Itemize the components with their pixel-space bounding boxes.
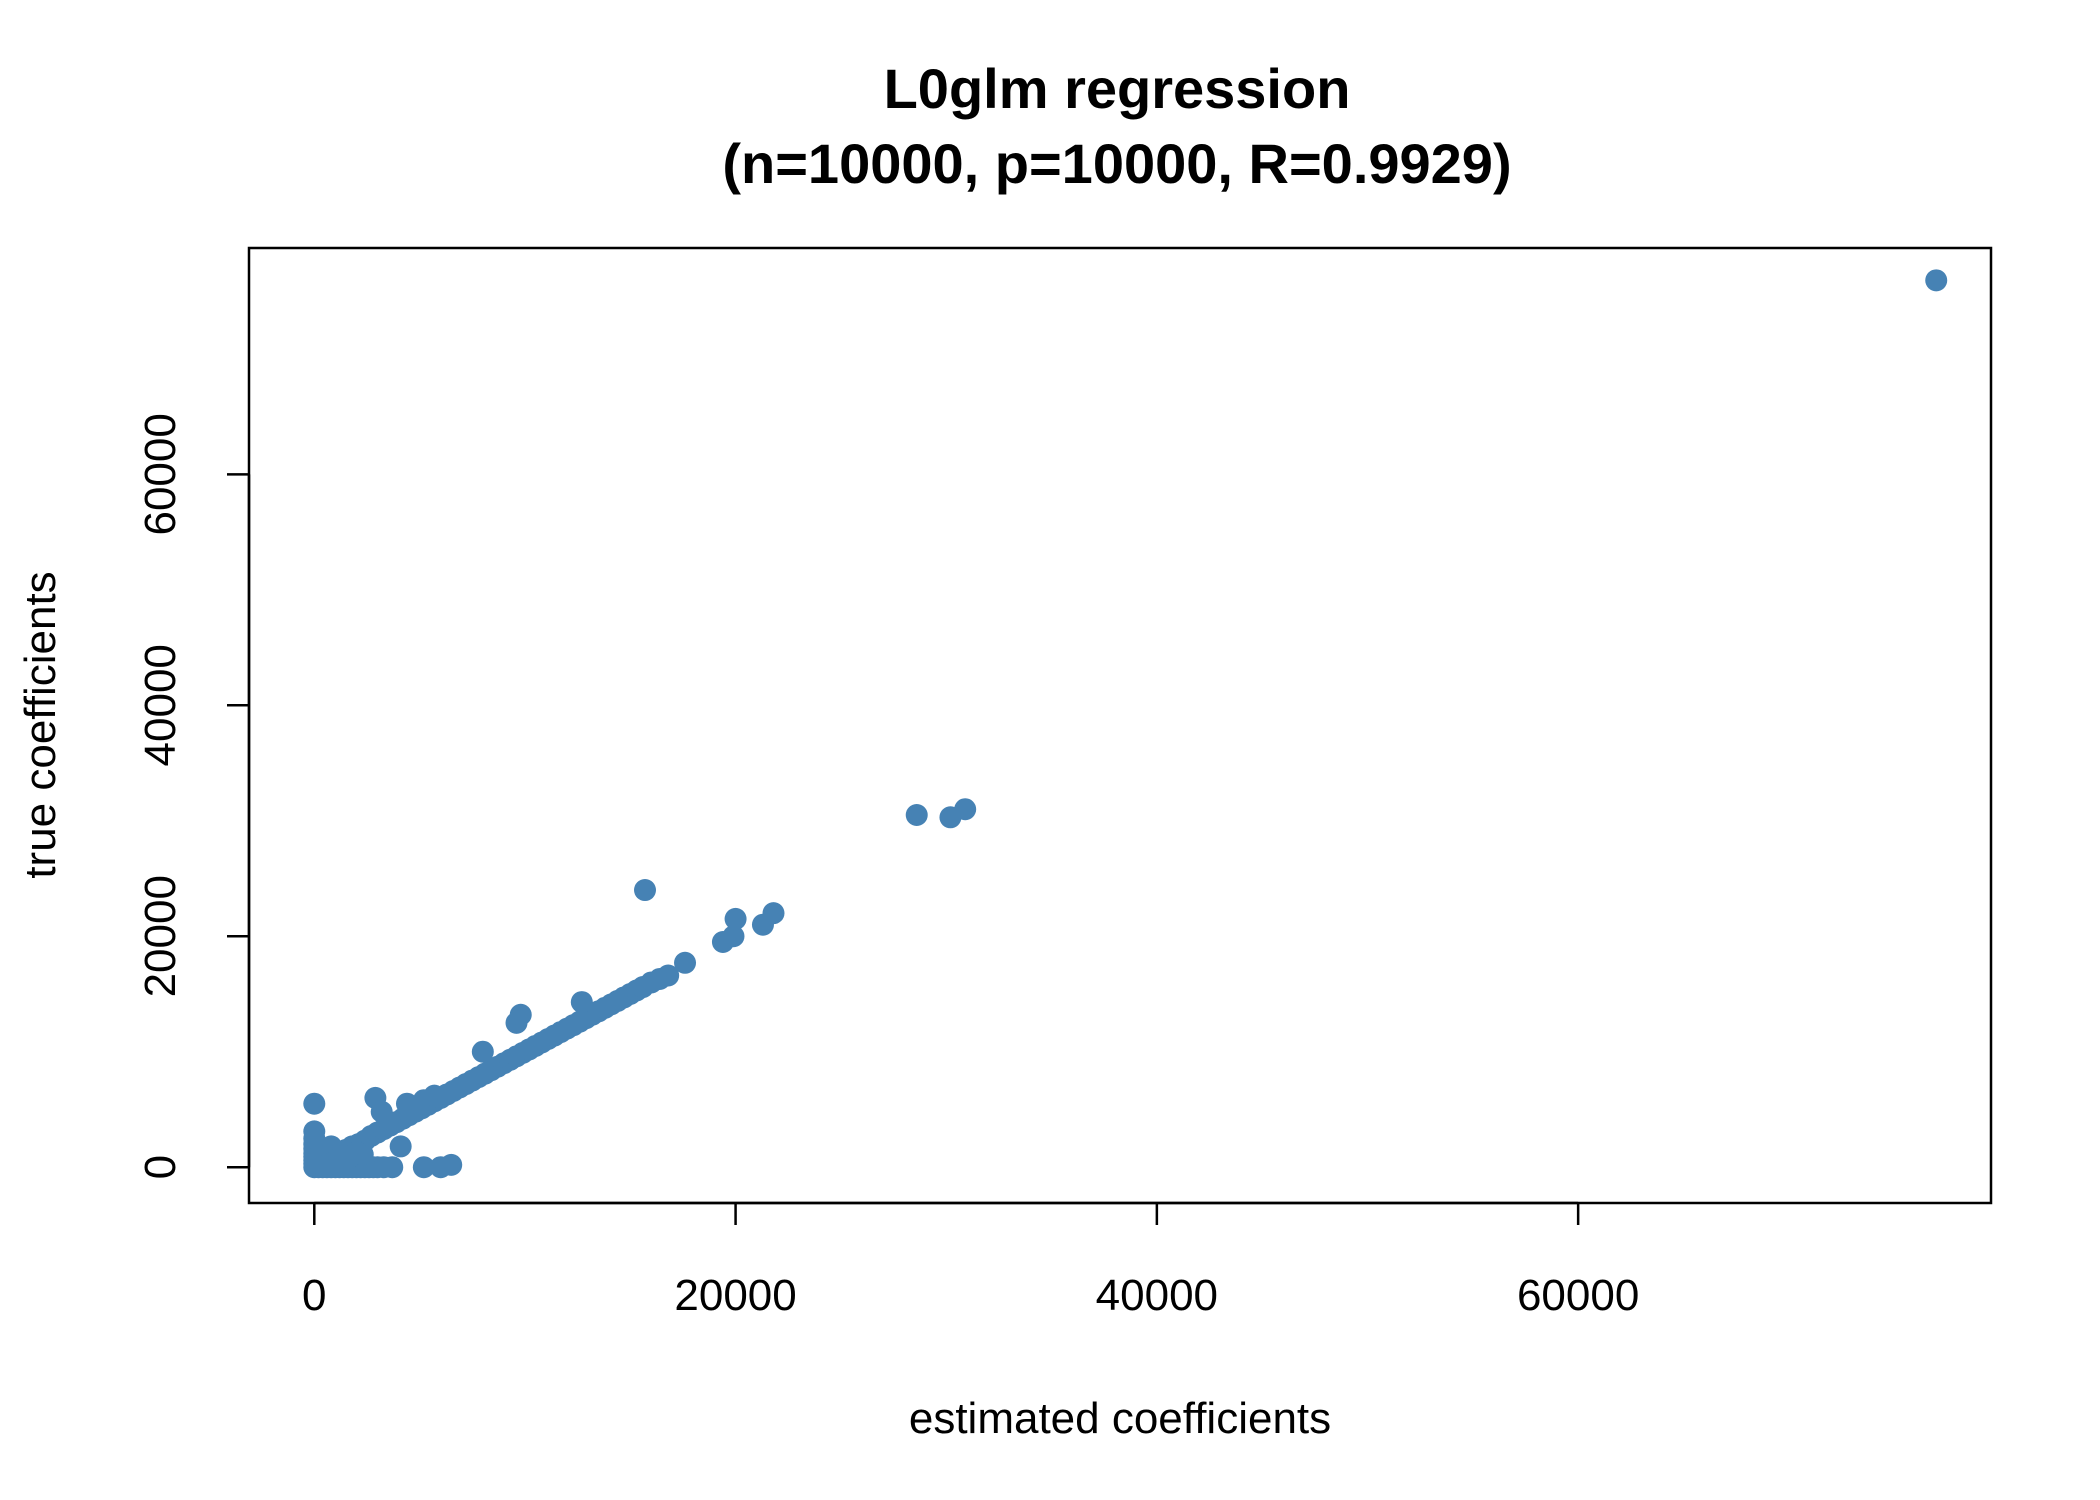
x-tick-label: 20000 — [674, 1271, 796, 1320]
data-points — [303, 269, 1948, 1179]
data-point — [303, 1120, 326, 1143]
data-point — [657, 964, 680, 987]
x-axis: 0 20000 40000 60000 — [302, 1201, 1639, 1320]
x-tick-label: 40000 — [1096, 1271, 1218, 1320]
data-point — [762, 902, 785, 925]
y-axis-label: true coefficients — [16, 571, 65, 878]
data-point — [351, 1143, 374, 1166]
x-tick-label: 0 — [302, 1271, 326, 1320]
data-point — [381, 1156, 404, 1179]
data-point — [954, 798, 977, 821]
data-point — [395, 1092, 418, 1115]
y-axis: 0 20000 40000 60000 — [136, 413, 251, 1179]
y-tick-label: 40000 — [136, 644, 185, 766]
data-point — [471, 1040, 494, 1063]
chart-title: L0glm regression — [884, 57, 1351, 120]
y-tick-label: 0 — [136, 1155, 185, 1179]
data-point — [423, 1084, 446, 1107]
data-point — [389, 1135, 412, 1158]
y-tick-label: 20000 — [136, 875, 185, 997]
data-point — [1925, 269, 1948, 292]
data-point — [634, 879, 657, 902]
data-point — [509, 1003, 532, 1026]
data-point — [905, 803, 928, 826]
data-point — [570, 991, 593, 1014]
data-point — [412, 1156, 435, 1179]
x-tick-label: 60000 — [1517, 1271, 1639, 1320]
data-point — [674, 951, 697, 974]
data-point — [722, 925, 745, 948]
x-axis-label: estimated coefficients — [909, 1394, 1331, 1443]
chart-subtitle: (n=10000, p=10000, R=0.9929) — [722, 132, 1511, 195]
data-point — [724, 907, 747, 930]
data-point — [379, 1112, 402, 1135]
y-tick-label: 60000 — [136, 413, 185, 535]
data-point — [303, 1092, 326, 1115]
data-point — [440, 1153, 463, 1176]
